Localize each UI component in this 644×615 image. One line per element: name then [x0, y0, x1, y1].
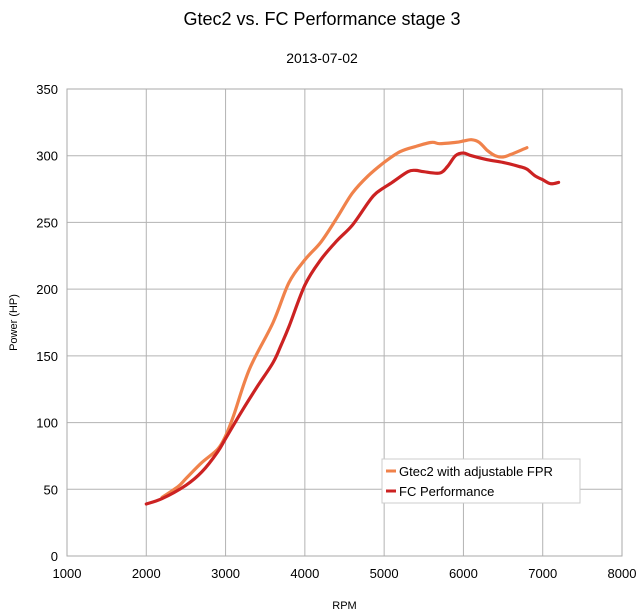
x-axis-ticks: 1000 2000 3000 4000 5000 6000 7000 8000 [53, 566, 637, 581]
x-axis-label: RPM [332, 600, 356, 612]
y-tick-label: 200 [36, 282, 58, 297]
plot-area [66, 88, 623, 557]
x-tick-label: 6000 [449, 566, 478, 581]
x-tick-label: 2000 [132, 566, 161, 581]
x-tick-label: 7000 [528, 566, 557, 581]
y-tick-label: 100 [36, 416, 58, 431]
x-tick-label: 5000 [370, 566, 399, 581]
chart-subtitle: 2013-07-02 [286, 50, 358, 66]
series-line-1 [160, 138, 529, 499]
legend-label: Gtec2 with adjustable FPR [399, 464, 553, 479]
y-tick-label: 50 [44, 482, 58, 497]
y-axis-ticks: 0 50 100 150 200 250 300 350 [36, 82, 58, 564]
series-lines [144, 138, 561, 506]
y-tick-label: 250 [36, 215, 58, 230]
y-axis-label: Power (HP) [8, 294, 20, 351]
y-tick-label: 0 [51, 549, 58, 564]
chart-title: Gtec2 vs. FC Performance stage 3 [183, 9, 461, 29]
x-tick-label: 1000 [53, 566, 82, 581]
x-tick-label: 3000 [211, 566, 240, 581]
y-tick-label: 150 [36, 349, 58, 364]
legend-label: FC Performance [399, 484, 494, 499]
y-tick-label: 350 [36, 82, 58, 97]
series-line-2 [144, 151, 561, 506]
x-tick-label: 8000 [608, 566, 637, 581]
legend: Gtec2 with adjustable FPR FC Performance [381, 458, 581, 504]
legend-box [381, 458, 581, 504]
x-tick-label: 4000 [290, 566, 319, 581]
y-tick-label: 300 [36, 149, 58, 164]
